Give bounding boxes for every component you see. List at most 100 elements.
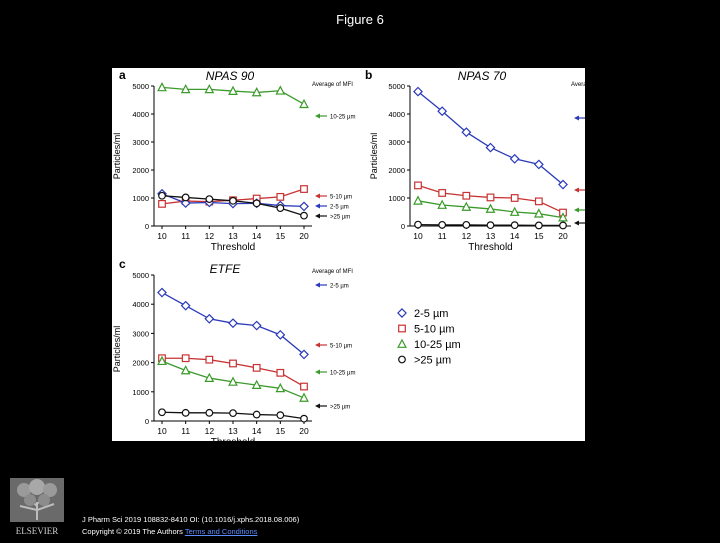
data-point [180, 83, 191, 94]
data-point [276, 192, 285, 201]
data-point [181, 354, 190, 363]
data-point [558, 212, 568, 222]
data-point [437, 106, 448, 117]
data-point [300, 414, 308, 423]
data-point [180, 365, 191, 375]
data-point [181, 193, 190, 202]
data-point [158, 191, 166, 200]
data-point [414, 220, 422, 229]
copyright-text: Copyright © 2019 The Authors [82, 527, 183, 536]
tree-logo-icon: ELSEVIER [10, 478, 64, 536]
data-point [276, 411, 285, 420]
series-line [417, 91, 564, 186]
data-point [559, 221, 567, 230]
data-point [228, 376, 238, 386]
data-point [252, 199, 261, 208]
legend-series-label: 2-5 µm [330, 284, 349, 290]
series-10-25-um [413, 195, 568, 222]
data-point [276, 368, 285, 377]
data-point [181, 408, 190, 417]
panel-letter: b [365, 68, 372, 82]
y-tick-label: 0 [145, 417, 149, 426]
data-point [157, 82, 167, 92]
legend-arrow-head [315, 369, 320, 375]
terms-link[interactable]: Terms and Conditions [184, 527, 258, 536]
data-point [204, 372, 215, 382]
data-point [486, 221, 495, 230]
x-tick-label: 11 [181, 231, 190, 241]
y-axis-label: Particles/ml [369, 133, 379, 180]
data-point [229, 359, 237, 368]
y-tick-label: 1000 [388, 194, 405, 203]
data-point [275, 85, 286, 95]
data-point [157, 287, 167, 298]
data-point [533, 159, 544, 170]
series-10-25-um [157, 82, 309, 109]
data-point [276, 204, 285, 212]
x-tick-label: 10 [157, 426, 167, 436]
legend-series-label: 2-5 µm [330, 205, 349, 211]
legend-series-label: >25 µm [330, 215, 350, 221]
data-point [205, 195, 214, 204]
data-point [252, 410, 261, 419]
data-point [413, 86, 423, 97]
panel-letter: a [119, 68, 126, 82]
panel-title: NPAS 90 [206, 69, 255, 83]
chart-panel-a: 0 1000 2000 3000 4000 5000 10 11 12 13 14 15 20 Thres… [112, 68, 355, 253]
data-point [299, 201, 309, 212]
y-tick-label: 2000 [132, 359, 149, 368]
x-tick-label: 13 [228, 426, 238, 436]
legend-arrow-head [574, 115, 579, 121]
y-tick-label: 5000 [388, 82, 405, 91]
y-tick-label: 5000 [132, 271, 149, 280]
shared-legend: 2-5 µm 5-10 µm 10-25 µm >25 µm [397, 308, 461, 367]
x-tick-label: 14 [252, 426, 262, 436]
elsevier-wordmark: ELSEVIER [16, 526, 59, 536]
legend-arrow-head [315, 403, 320, 409]
legend-arrow-head [574, 207, 579, 213]
x-tick-label: 20 [299, 231, 309, 241]
citation-block: J Pharm Sci 2019 108832-8410 OI: (10.101… [82, 514, 299, 538]
shared-legend-marker [397, 338, 407, 348]
data-point [180, 300, 191, 311]
data-point [204, 313, 215, 324]
legend-series-label: 10-25 µm [330, 115, 355, 121]
y-axis-label: Particles/ml [112, 326, 122, 373]
shared-legend-marker [398, 355, 406, 364]
data-point [510, 194, 519, 202]
data-point [485, 142, 496, 153]
shared-legend-label: 2-5 µm [414, 308, 448, 320]
x-tick-label: 10 [413, 231, 423, 241]
data-point [300, 211, 308, 220]
shared-legend-label: >25 µm [414, 355, 451, 367]
x-tick-label: 15 [534, 231, 544, 241]
data-point [534, 221, 543, 230]
legend-arrow-head [315, 113, 320, 119]
legend-series-label: 5-10 µm [330, 195, 352, 201]
data-point [461, 201, 472, 211]
y-tick-label: 3000 [132, 329, 149, 338]
y-tick-label: 5000 [132, 82, 149, 91]
data-point [229, 196, 237, 205]
data-point [533, 208, 544, 218]
data-point [510, 221, 519, 230]
series-10-25-um [157, 355, 309, 402]
data-point [462, 220, 471, 229]
legend-arrow-head [315, 213, 320, 219]
citation-journal: J Pharm Sci 2019 108832-8410 OI: (10.101… [82, 515, 300, 524]
shared-legend-marker [397, 308, 407, 318]
data-point [252, 363, 261, 372]
y-tick-label: 0 [401, 222, 405, 231]
y-axis-label: Particles/ml [112, 133, 122, 180]
data-point [486, 193, 495, 202]
data-point [300, 382, 308, 391]
data-point [275, 329, 286, 340]
y-tick-label: 2000 [132, 166, 149, 175]
legend-title: Average of MFI [312, 82, 353, 88]
x-tick-label: 20 [299, 426, 309, 436]
x-tick-label: 12 [462, 231, 472, 241]
x-tick-label: 11 [438, 231, 447, 241]
panel-letter: c [119, 257, 126, 271]
x-tick-label: 15 [276, 231, 286, 241]
y-tick-label: 4000 [388, 110, 405, 119]
